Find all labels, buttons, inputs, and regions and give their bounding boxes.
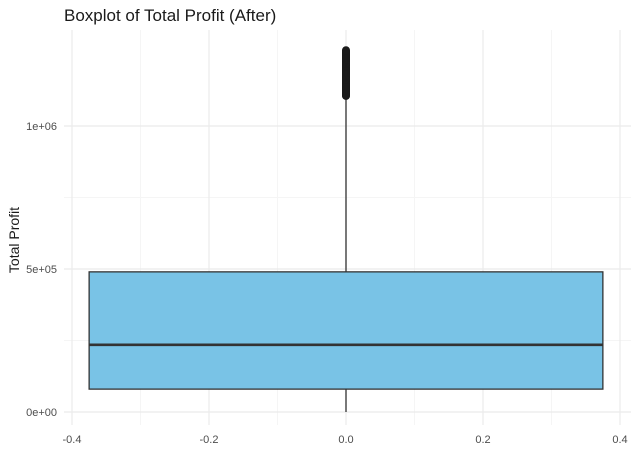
y-tick-label: 5e+05 [26, 264, 57, 276]
y-axis-label: Total Profit [6, 207, 22, 273]
x-tick-label: 0.4 [612, 434, 627, 446]
y-tick-label: 1e+06 [26, 121, 57, 133]
x-tick-label: -0.2 [200, 434, 219, 446]
y-tick-label: 0e+00 [26, 407, 57, 419]
x-tick-label: -0.4 [63, 434, 82, 446]
outlier-point [342, 46, 350, 55]
box-layer [88, 46, 604, 412]
x-tick-label: 0.2 [475, 434, 490, 446]
y-tick-labels: 0e+00 5e+05 1e+06 [26, 121, 57, 419]
iqr-box [88, 271, 604, 390]
x-tick-labels: -0.4 -0.2 0.0 0.2 0.4 [63, 434, 628, 446]
x-tick-label: 0.0 [338, 434, 353, 446]
chart-title: Boxplot of Total Profit (After) [64, 6, 276, 25]
